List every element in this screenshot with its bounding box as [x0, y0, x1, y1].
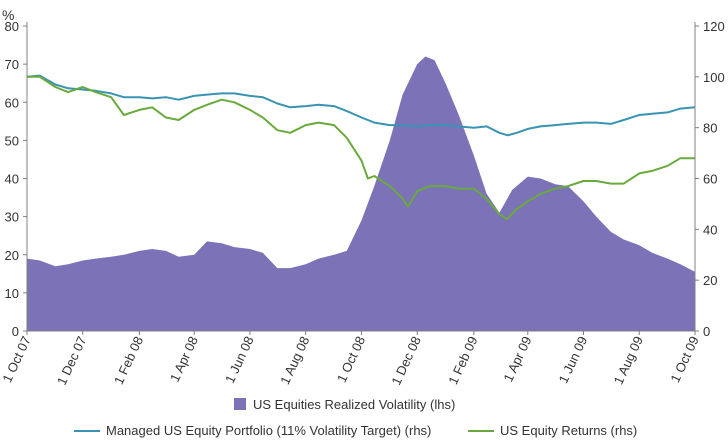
right-tick-label: 80: [703, 121, 717, 136]
area-layer: [27, 56, 695, 331]
series-1-area: [27, 56, 695, 331]
left-tick-label: 20: [5, 248, 19, 263]
x-tick-label: 1 Oct 08: [334, 334, 368, 385]
legend-swatch-volatility: [234, 398, 246, 410]
x-tick-label: 1 Feb 08: [111, 334, 146, 387]
line-layer: [26, 74, 696, 221]
legend-label-managed: Managed US Equity Portfolio (11% Volatil…: [106, 423, 431, 438]
left-tick-label: 80: [5, 19, 19, 34]
legend-label-volatility: US Equities Realized Volatility (lhs): [253, 397, 455, 412]
x-tick-label: 1 Apr 08: [167, 334, 201, 384]
x-tick-label: 1 Oct 07: [0, 334, 34, 385]
x-tick-label: 1 Apr 09: [500, 334, 534, 384]
left-tick-label: 30: [5, 210, 19, 225]
right-tick-label: 40: [703, 222, 717, 237]
series-2-line: [26, 74, 696, 137]
right-tick-label: 20: [703, 273, 717, 288]
legend: US Equities Realized Volatility (lhs) Man…: [74, 397, 637, 438]
left-tick-label: 60: [5, 95, 19, 110]
x-tick-label: 1 Jun 09: [556, 334, 591, 386]
left-tick-label: 10: [5, 286, 19, 301]
series-3-line: [27, 75, 695, 221]
right-tick-label: 100: [703, 70, 725, 85]
x-tick-label: 1 Dec 08: [388, 334, 424, 388]
right-tick-label: 60: [703, 172, 717, 187]
axes-layer: 0 10 20 30 40 50 60 70 80 0 20 40 60 80 100 120 1 Oct 07…: [0, 19, 725, 387]
left-tick-label: 40: [5, 172, 19, 187]
left-axis-unit: %: [2, 7, 14, 23]
x-tick-label: 1 Jun 08: [222, 334, 257, 386]
x-tick-label: 1 Aug 08: [277, 334, 312, 387]
x-tick-label: 1 Oct 09: [667, 334, 701, 385]
left-tick-label: 0: [12, 324, 19, 339]
right-tick-label: 120: [703, 19, 725, 34]
legend-label-returns: US Equity Returns (rhs): [500, 423, 637, 438]
x-tick-label: 1 Aug 09: [611, 334, 646, 387]
x-tick-label: 1 Feb 09: [445, 334, 480, 387]
left-tick-label: 70: [5, 57, 19, 72]
left-tick-label: 50: [5, 133, 19, 148]
right-tick-label: 0: [703, 324, 710, 339]
x-tick-label: 1 Dec 07: [54, 334, 90, 388]
